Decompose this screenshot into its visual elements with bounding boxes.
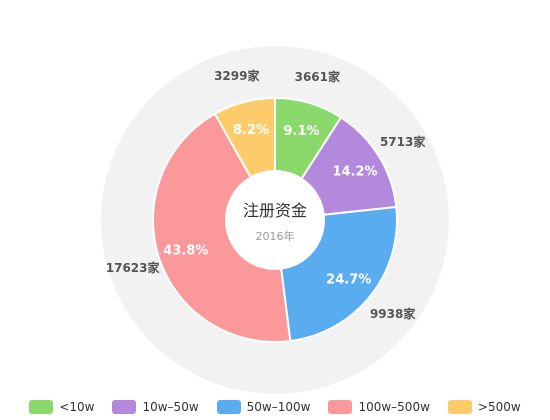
legend-swatch bbox=[447, 400, 472, 414]
percent-labels: 9.1% 14.2% 24.7% 43.8% 8.2% bbox=[163, 123, 377, 287]
legend: <10w 10w–50w 50w–100w 100w–500w >500w bbox=[0, 396, 550, 418]
percent-label-1: 14.2% bbox=[332, 165, 377, 180]
legend-label: >500w bbox=[477, 400, 521, 414]
legend-label: 10w–50w bbox=[142, 400, 199, 414]
count-label-1: 5713家 bbox=[380, 134, 426, 149]
legend-swatch bbox=[112, 400, 137, 414]
legend-item-3[interactable]: 100w–500w bbox=[328, 400, 430, 414]
count-label-2: 9938家 bbox=[370, 306, 416, 321]
legend-label: 50w–100w bbox=[246, 400, 311, 414]
legend-label: 100w–500w bbox=[358, 400, 430, 414]
donut-slices bbox=[152, 96, 398, 343]
center-disc bbox=[225, 170, 325, 270]
chart-title: 注册资金 bbox=[243, 201, 307, 220]
legend-item-1[interactable]: 10w–50w bbox=[112, 400, 199, 414]
legend-label: <10w bbox=[59, 400, 95, 414]
count-label-0: 3661家 bbox=[295, 69, 341, 84]
legend-swatch bbox=[216, 400, 241, 414]
chart-subtitle: 2016年 bbox=[256, 229, 295, 243]
percent-label-4: 8.2% bbox=[233, 123, 269, 138]
percent-label-2: 24.7% bbox=[326, 272, 371, 287]
legend-item-0[interactable]: <10w bbox=[29, 400, 94, 414]
legend-swatch bbox=[328, 400, 353, 414]
count-labels: 3661家 5713家 9938家 17623家 3299家 bbox=[106, 68, 427, 321]
percent-label-0: 9.1% bbox=[283, 124, 319, 139]
legend-item-2[interactable]: 50w–100w bbox=[216, 400, 311, 414]
count-label-3: 17623家 bbox=[106, 260, 161, 275]
count-label-4: 3299家 bbox=[214, 68, 260, 83]
slice-3[interactable] bbox=[152, 112, 292, 343]
percent-label-3: 43.8% bbox=[163, 244, 208, 259]
legend-item-4[interactable]: >500w bbox=[447, 400, 521, 414]
legend-swatch bbox=[29, 400, 54, 414]
